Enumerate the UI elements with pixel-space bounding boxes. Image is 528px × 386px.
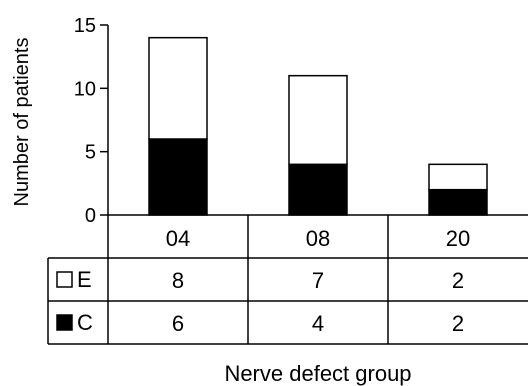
x-tick-label: 20 — [446, 226, 470, 251]
data-table: 04 08 20 E 8 7 2 C 6 4 2 — [47, 214, 528, 345]
bar-C-08 — [288, 163, 348, 216]
legend-swatch-C — [56, 314, 73, 331]
x-tick-label: 04 — [166, 226, 190, 251]
table-cell-value: 7 — [312, 268, 324, 293]
y-tick-label: 10 — [74, 78, 96, 100]
bar-E-08 — [288, 74, 348, 166]
table-cell-value: 2 — [452, 268, 464, 293]
y-axis: 0 5 10 15 — [74, 15, 109, 227]
bar-E-20 — [428, 163, 488, 191]
table-cell-value: 2 — [452, 311, 464, 336]
bar-C-20 — [428, 188, 488, 216]
bar-E-04 — [148, 36, 208, 140]
x-axis-label: Nerve defect group — [224, 361, 411, 386]
legend-label-C: C — [77, 310, 93, 335]
table-cell-value: 8 — [172, 268, 184, 293]
y-tick-label: 0 — [85, 205, 96, 227]
x-tick-label: 08 — [306, 226, 330, 251]
y-tick-label: 5 — [85, 142, 96, 164]
bar-C-04 — [148, 138, 208, 216]
bars — [148, 36, 488, 216]
table-cell-value: 6 — [172, 311, 184, 336]
table-cell-value: 4 — [312, 311, 324, 336]
legend-label-E: E — [77, 267, 92, 292]
legend-swatch-E — [56, 271, 73, 288]
y-tick-label: 15 — [74, 15, 96, 37]
y-axis-label: Number of patients — [11, 38, 33, 207]
